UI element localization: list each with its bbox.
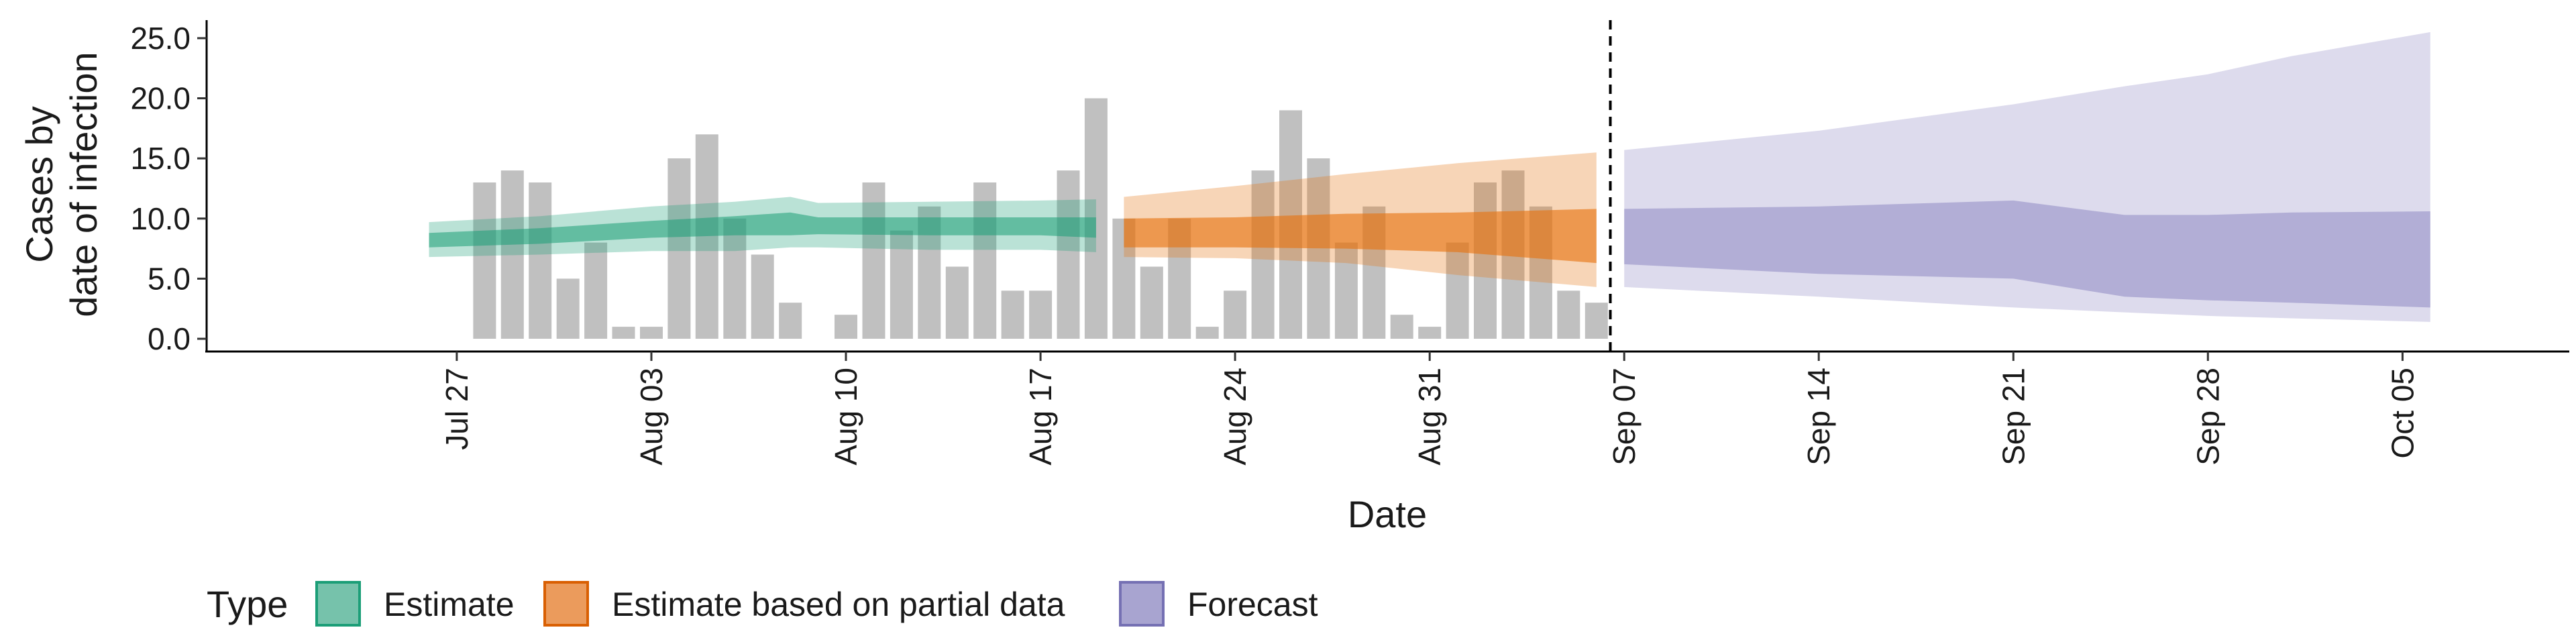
- case-bar: [1195, 327, 1219, 339]
- case-bar: [1057, 170, 1080, 339]
- x-tick-label: Aug 03: [634, 368, 669, 466]
- x-tick-label: Sep 28: [2190, 368, 2225, 466]
- case-bar: [945, 266, 969, 339]
- legend-label-forecast: Forecast: [1187, 586, 1318, 623]
- y-tick-label: 0.0: [148, 321, 191, 356]
- case-bar: [612, 327, 635, 339]
- case-bar: [1334, 242, 1358, 339]
- legend-key-estimate: [315, 581, 361, 627]
- estimate-based-on-partial-data-50-interval: [1124, 209, 1597, 264]
- case-bar: [890, 230, 913, 339]
- y-axis-title: Cases by date of infection: [18, 52, 105, 317]
- x-tick-label: Aug 17: [1023, 368, 1058, 466]
- case-bar: [835, 315, 857, 339]
- case-bar: [584, 242, 608, 339]
- legend-key-partial: [543, 581, 589, 627]
- case-bar: [1140, 266, 1163, 339]
- case-bar: [751, 254, 774, 339]
- case-bar: [695, 134, 718, 339]
- x-tick-label: Sep 21: [1996, 368, 2031, 466]
- case-bar: [1585, 303, 1608, 339]
- legend-title: Type: [207, 583, 288, 625]
- y-tick-label: 10.0: [130, 201, 191, 236]
- x-tick-label: Jul 27: [439, 368, 474, 450]
- legend: Type Estimate Estimate based on partial …: [207, 581, 1318, 627]
- y-axis-ticks: 0.0 5.0 10.0 15.0 20.0 25.0: [130, 21, 207, 356]
- case-bar: [529, 182, 552, 339]
- x-axis-title: Date: [1348, 493, 1427, 535]
- x-axis-ticks: Jul 27 Aug 03 Aug 10 Aug 17 Aug 24 Aug 31 Sep …: [439, 352, 2420, 466]
- legend-key-forecast: [1119, 581, 1165, 627]
- legend-label-estimate: Estimate: [384, 586, 515, 623]
- case-bar: [723, 218, 747, 339]
- case-bar: [473, 182, 496, 339]
- x-tick-label: Aug 24: [1218, 368, 1252, 466]
- case-bar: [1029, 290, 1053, 339]
- case-bar: [1224, 290, 1247, 339]
- estimate-50-interval: [429, 212, 1096, 248]
- case-bar: [500, 170, 524, 339]
- forecast-50-interval: [1624, 200, 2430, 308]
- case-bar: [862, 182, 885, 339]
- estimate-ribbons: [429, 32, 2430, 322]
- case-bar: [973, 182, 997, 339]
- y-tick-label: 25.0: [130, 21, 191, 56]
- x-tick-label: Aug 10: [828, 368, 863, 466]
- x-tick-label: Aug 31: [1412, 368, 1447, 466]
- x-tick-label: Sep 07: [1607, 368, 1642, 466]
- y-tick-label: 5.0: [148, 261, 191, 296]
- case-bar: [1251, 170, 1275, 339]
- case-bar: [556, 278, 580, 339]
- y-tick-label: 20.0: [130, 81, 191, 116]
- case-bar: [1557, 290, 1580, 339]
- legend-label-partial: Estimate based on partial data: [612, 586, 1065, 623]
- case-bar: [1446, 242, 1469, 339]
- case-bar: [640, 327, 663, 339]
- case-bar: [779, 303, 802, 339]
- case-bar: [1418, 327, 1442, 339]
- y-axis-title-line-2: date of infection: [62, 52, 105, 317]
- x-tick-label: Oct 05: [2385, 368, 2420, 459]
- case-bar: [1001, 290, 1024, 339]
- case-bar: [1390, 315, 1413, 339]
- case-bar: [667, 158, 691, 339]
- y-axis-title-line-1: Cases by: [18, 106, 60, 262]
- case-bar: [1307, 158, 1330, 339]
- y-tick-label: 15.0: [130, 141, 191, 176]
- x-tick-label: Sep 14: [1801, 368, 1836, 466]
- case-bar: [1474, 182, 1497, 339]
